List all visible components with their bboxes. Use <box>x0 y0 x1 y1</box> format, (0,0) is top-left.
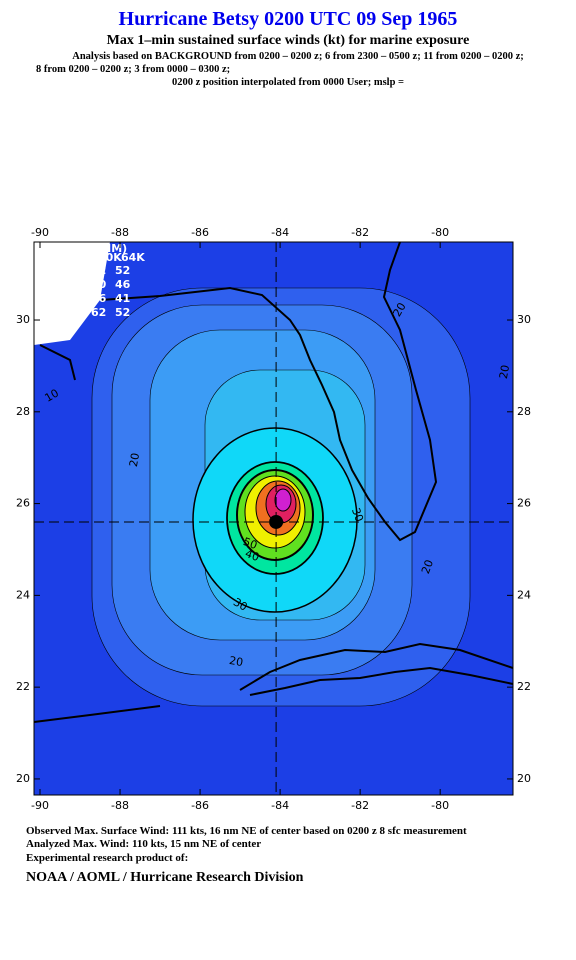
y-tick-label: 28 <box>517 405 531 418</box>
y-tick-label: 24 <box>517 588 531 601</box>
analysis: 0200 z position interpolated from 0000 U… <box>171 77 405 88</box>
wind-table-cell: 41 <box>115 292 130 305</box>
contour-label: 20 <box>497 364 512 380</box>
contour-label: 20 <box>390 300 408 319</box>
x-tick-label: -82 <box>351 226 369 239</box>
organization: NOAA / AOML / Hurricane Research Divisio… <box>26 870 304 885</box>
y-tick-label: 30 <box>16 313 30 326</box>
x-tick-label: -88 <box>111 799 129 812</box>
wind-table-cell: 62 <box>91 264 106 277</box>
analysis: 8 from 0200 – 0200 z; 3 from 0000 – 0300… <box>36 64 231 75</box>
y-tick-label: 22 <box>517 680 531 693</box>
wind-table-cell: 56 <box>91 292 107 305</box>
contour-label: 30 <box>231 595 250 613</box>
wind-table-header: 50K <box>98 251 122 264</box>
x-tick-label: -82 <box>351 799 369 812</box>
storm-center <box>269 514 284 529</box>
wind-table-cell: 8 <box>62 278 70 291</box>
frame <box>33 241 514 796</box>
y-tick-label: 30 <box>517 313 531 326</box>
contour-label: 20 <box>127 452 142 468</box>
wind-table-cell: 46 <box>115 278 131 291</box>
wind-table-cell: 52 <box>115 306 130 319</box>
title: Hurricane Betsy 0200 UTC 09 Sep 1965 <box>118 8 458 30</box>
y-tick-label: 24 <box>16 588 30 601</box>
wind-table-cell: NW <box>44 306 65 319</box>
wind-table-cell: 60 <box>91 278 107 291</box>
contour-label: 30 <box>349 506 366 524</box>
contour-label: 10 <box>42 386 61 404</box>
y-tick-label: 26 <box>517 497 531 510</box>
footer: Analyzed Max. Wind: 110 kts, 15 nm NE of… <box>26 838 262 850</box>
contour-label: 20 <box>228 654 244 669</box>
y-tick-label: 26 <box>16 497 30 510</box>
contour-label: 20 <box>419 558 436 576</box>
x-tick-label: -80 <box>431 226 449 239</box>
y-tick-label: 20 <box>517 772 531 785</box>
y-tick-label: 28 <box>16 405 30 418</box>
analysis: Analysis based on BACKGROUND from 0200 –… <box>72 51 524 62</box>
land <box>34 242 110 345</box>
x-tick-label: -90 <box>31 799 49 812</box>
footer: Experimental research product of: <box>26 852 189 864</box>
y-tick-label: 22 <box>16 680 30 693</box>
wind-table-cell: 105 <box>62 264 85 277</box>
wind-table-header: 64K <box>121 251 145 264</box>
x-tick-label: -84 <box>271 799 289 812</box>
wind-table-cell: 52 <box>115 264 130 277</box>
contour-label: 50 <box>241 535 259 552</box>
x-tick-label: -86 <box>191 226 209 239</box>
x-tick-label: -86 <box>191 799 209 812</box>
wind-table-cell: 79 <box>66 306 81 319</box>
footer: Observed Max. Surface Wind: 111 kts, 16 … <box>26 825 467 837</box>
x-tick-label: -84 <box>271 226 289 239</box>
x-tick-label: -80 <box>431 799 449 812</box>
contour-label: 40 <box>243 547 261 564</box>
contour <box>274 488 292 512</box>
y-tick-label: 20 <box>16 772 30 785</box>
x-tick-label: -90 <box>31 226 49 239</box>
wind-table-cell: 62 <box>91 306 106 319</box>
subtitle: Max 1–min sustained surface winds (kt) f… <box>106 33 470 48</box>
x-tick-label: -88 <box>111 226 129 239</box>
wind-table-cell: 3 <box>62 292 70 305</box>
